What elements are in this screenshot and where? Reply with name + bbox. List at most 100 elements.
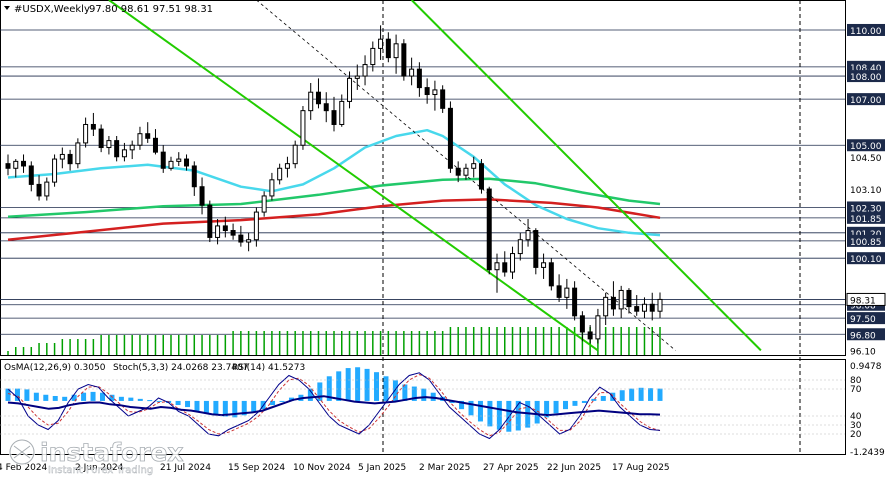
stoch-level-label: 20 bbox=[850, 430, 862, 440]
candle-body bbox=[114, 140, 120, 158]
candle-body bbox=[13, 160, 19, 169]
time-label: 10 Nov 2024 bbox=[293, 463, 351, 473]
candle bbox=[618, 285, 624, 319]
price-label-box bbox=[847, 312, 885, 325]
candle bbox=[36, 175, 42, 201]
candle bbox=[90, 112, 96, 137]
candle-body bbox=[510, 253, 516, 273]
price-label: 108.40 bbox=[850, 64, 882, 74]
candle bbox=[548, 258, 554, 291]
instaforex-watermark: instaforex Instant Forex Trading bbox=[8, 438, 184, 476]
candle bbox=[67, 149, 73, 171]
candle bbox=[649, 292, 655, 321]
osma-bar bbox=[411, 386, 417, 401]
candle-body bbox=[354, 75, 360, 79]
candle-body bbox=[160, 151, 166, 169]
candle bbox=[106, 136, 112, 155]
candle-body bbox=[478, 163, 484, 190]
price-panel-frame bbox=[0, 0, 846, 356]
candle bbox=[510, 246, 516, 279]
candle bbox=[556, 274, 562, 302]
time-label: 5 Jan 2025 bbox=[358, 463, 406, 473]
candle bbox=[525, 218, 531, 247]
candle bbox=[215, 218, 221, 245]
candle-body bbox=[323, 103, 329, 112]
candle-body bbox=[284, 163, 290, 169]
osma-histogram bbox=[5, 367, 663, 432]
candle-body bbox=[362, 64, 368, 77]
osma-bar bbox=[619, 390, 625, 401]
candle bbox=[44, 177, 50, 201]
moving-average-mid bbox=[7, 177, 661, 218]
candle-body bbox=[253, 211, 259, 241]
candle bbox=[331, 96, 337, 132]
candle-body bbox=[98, 128, 104, 149]
osma-bar bbox=[5, 388, 11, 401]
candle bbox=[253, 207, 259, 247]
osma-bar bbox=[421, 388, 427, 401]
candle bbox=[59, 147, 65, 169]
price-label: 107.00 bbox=[850, 96, 882, 106]
candle-body bbox=[572, 287, 578, 317]
stoch-label: Stoch(5,3,3) 24.0268 23.7407 bbox=[113, 363, 248, 373]
candle bbox=[308, 82, 314, 120]
candle-body bbox=[463, 167, 469, 176]
stoch-level-label: 70 bbox=[850, 385, 862, 395]
candle-body bbox=[548, 262, 554, 287]
candle bbox=[486, 186, 492, 275]
candle bbox=[416, 62, 422, 97]
osma-bar bbox=[355, 367, 361, 401]
candle-body bbox=[83, 123, 89, 144]
candle-body bbox=[393, 43, 399, 59]
osma-bar bbox=[90, 391, 96, 401]
candle-body bbox=[168, 160, 174, 169]
candle bbox=[564, 278, 570, 309]
osma-bar bbox=[544, 400, 550, 418]
osma-bar bbox=[288, 397, 294, 401]
osma-bar bbox=[71, 394, 77, 401]
osma-bar bbox=[657, 388, 663, 401]
current-price-label: 98.31 bbox=[850, 296, 876, 306]
candle-body bbox=[315, 91, 321, 105]
candle-body bbox=[184, 158, 190, 167]
osma-bar bbox=[449, 400, 455, 403]
channel-line bbox=[108, 0, 599, 352]
candle-body bbox=[587, 331, 593, 340]
candle bbox=[378, 25, 384, 60]
stoch-level-label: 80 bbox=[850, 376, 862, 386]
indicator-panel-frame bbox=[0, 359, 846, 455]
candle bbox=[222, 216, 228, 238]
osma-bar bbox=[43, 394, 49, 401]
stoch-main-line bbox=[7, 372, 661, 440]
candle bbox=[152, 129, 158, 155]
time-label: 27 Apr 2025 bbox=[483, 463, 539, 473]
osma-bar bbox=[374, 372, 380, 401]
candle bbox=[533, 228, 539, 275]
price-label: 101.85 bbox=[850, 215, 882, 225]
candle bbox=[191, 161, 197, 196]
price-label: 104.50 bbox=[850, 154, 882, 164]
candle-body bbox=[486, 188, 492, 271]
time-axis: 4 Feb 2024 2 Jun 2024 21 Jul 2024 15 Sep 20… bbox=[0, 463, 670, 473]
dropdown-triangle-icon[interactable] bbox=[4, 6, 10, 10]
candle-body bbox=[230, 230, 236, 236]
candle bbox=[114, 136, 120, 162]
candle-body bbox=[36, 183, 42, 197]
price-label: 101.20 bbox=[850, 230, 882, 240]
osma-bar bbox=[128, 397, 134, 401]
price-label: 105.00 bbox=[850, 142, 882, 152]
candle bbox=[347, 71, 353, 109]
vertical-dashed-lines bbox=[382, 0, 801, 455]
price-label-box bbox=[847, 328, 885, 341]
candle-body bbox=[199, 186, 205, 206]
candle bbox=[471, 156, 477, 178]
candle-body bbox=[261, 195, 267, 213]
osma-bar bbox=[317, 382, 323, 401]
candle-body bbox=[634, 306, 640, 312]
osma-max-label: 0.9478 bbox=[850, 362, 882, 372]
candle-body bbox=[424, 87, 430, 96]
stoch-level-label: 30 bbox=[850, 421, 862, 431]
candle bbox=[269, 172, 275, 201]
ohlc-values: 97.80 98.61 97.51 98.31 bbox=[89, 4, 213, 15]
osma-bar bbox=[194, 400, 200, 412]
